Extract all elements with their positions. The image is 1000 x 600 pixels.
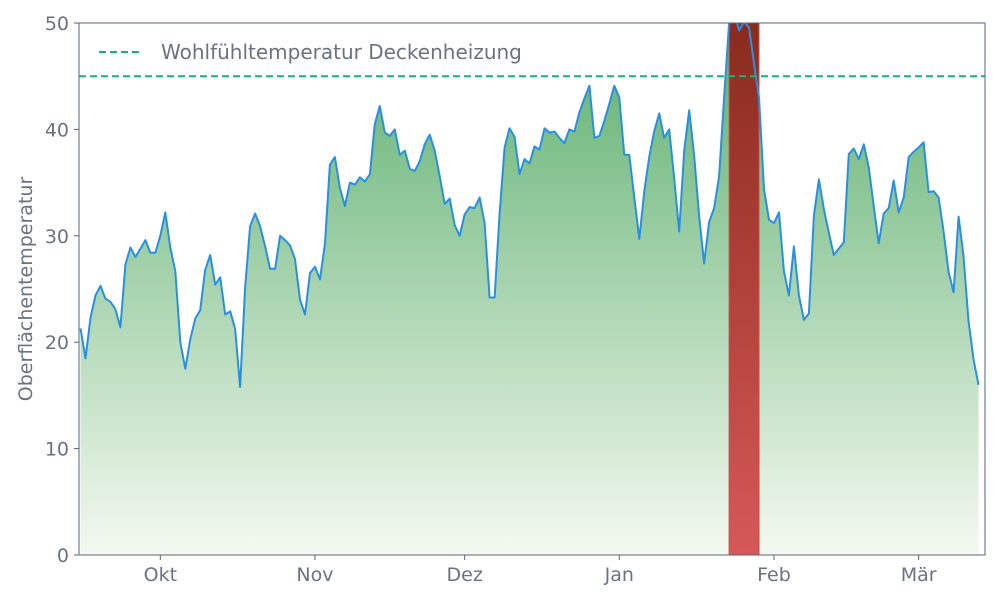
- x-tick-label: Feb: [757, 564, 791, 586]
- y-axis: 0 10 20 30 40 50: [45, 13, 79, 567]
- x-tick-label: Mär: [901, 564, 937, 586]
- x-tick-label: Dez: [447, 564, 483, 586]
- y-tick-label: 30: [45, 226, 69, 248]
- highlight-band: [728, 23, 760, 555]
- y-tick-label: 50: [45, 13, 69, 35]
- y-tick-label: 10: [45, 439, 69, 461]
- x-tick-label: Jan: [604, 564, 634, 586]
- y-tick-label: 0: [57, 545, 69, 567]
- y-tick-label: 20: [45, 332, 69, 354]
- legend-label-reference-line: Wohlfühltemperatur Deckenheizung: [161, 40, 522, 64]
- temperature-line: [79, 23, 980, 388]
- x-tick-label: Okt: [144, 564, 177, 586]
- y-tick-label: 40: [45, 119, 69, 141]
- plot-frame: [78, 22, 986, 556]
- legend: Wohlfühltemperatur Deckenheizung: [99, 40, 522, 64]
- y-axis-title: Oberflächentemperatur: [15, 177, 37, 402]
- x-axis: Okt Nov Dez Jan Feb Mär: [144, 555, 937, 586]
- x-tick-label: Nov: [296, 564, 333, 586]
